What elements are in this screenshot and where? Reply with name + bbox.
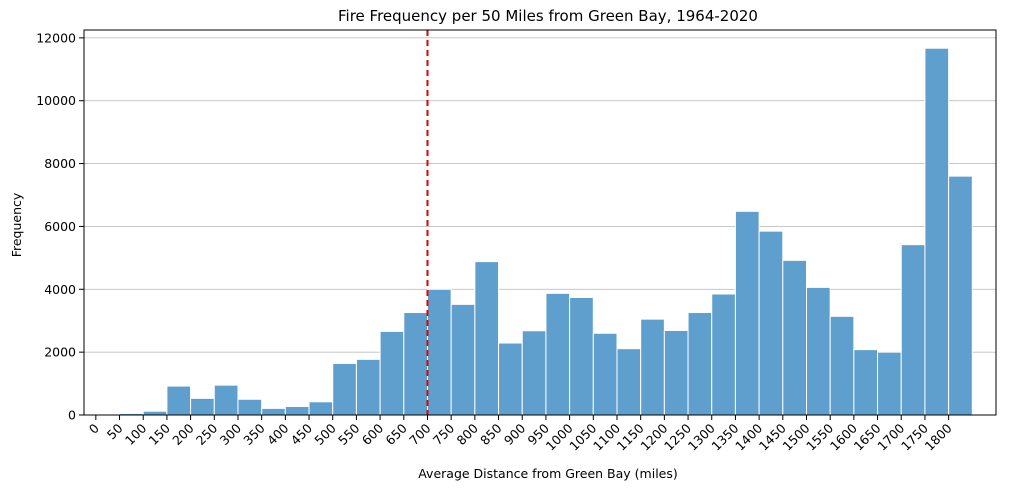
histogram-bar [521, 330, 547, 416]
x-tick-label: 350 [240, 420, 268, 448]
histogram-bars [119, 47, 973, 416]
x-tick-label: 300 [217, 420, 245, 448]
histogram-bar [332, 362, 357, 416]
histogram-bar [734, 210, 760, 416]
y-tick-label: 4000 [44, 282, 76, 297]
histogram-bar [403, 312, 428, 416]
x-tick-label: 450 [288, 420, 316, 448]
x-tick-label: 0 [86, 420, 102, 436]
x-tick-label: 1800 [922, 420, 955, 453]
histogram-bar [379, 330, 405, 416]
histogram-bar [237, 398, 263, 416]
x-tick-label: 500 [311, 420, 339, 448]
histogram-bar [805, 286, 831, 416]
gridlines [84, 37, 996, 353]
y-tick-label: 8000 [44, 156, 76, 171]
histogram-bar [308, 401, 334, 416]
y-axis-label: Frequency [9, 192, 24, 257]
x-tick-label: 800 [454, 420, 482, 448]
x-tick-label: 650 [382, 420, 410, 448]
x-tick-label: 600 [359, 420, 387, 448]
histogram-bar [924, 47, 950, 416]
histogram-bar [142, 410, 168, 416]
histogram-bar [640, 318, 665, 416]
histogram-bar [758, 230, 784, 416]
histogram-bar [948, 175, 973, 416]
histogram-bar [877, 351, 902, 416]
histogram-bar [711, 293, 736, 416]
histogram-bar [900, 244, 926, 416]
x-tick-label: 100 [122, 420, 150, 448]
histogram-bar [213, 384, 239, 416]
histogram-bar [569, 296, 594, 416]
histogram-bar [687, 312, 713, 416]
histogram-bar [261, 407, 286, 416]
histogram-bar [166, 385, 192, 416]
y-tick-label: 2000 [44, 345, 76, 360]
histogram-bar [592, 332, 618, 416]
x-tick-label: 250 [193, 420, 221, 448]
y-tick-label: 6000 [44, 219, 76, 234]
histogram-bar [829, 315, 855, 416]
x-tick-label: 700 [406, 420, 434, 448]
histogram-bar [190, 397, 215, 416]
histogram-bar [545, 292, 571, 416]
x-axis-ticks: 0 501001502002503003504004505005506006507… [86, 415, 955, 454]
x-axis-label: Average Distance from Green Bay (miles) [418, 466, 678, 481]
y-axis-ticks: 0 2000 4000 6000 8000 10000 12000 [36, 30, 84, 423]
histogram-bar [663, 329, 689, 416]
y-tick-label: 12000 [36, 30, 76, 45]
x-tick-label: 400 [264, 420, 292, 448]
histogram-bar [426, 288, 452, 416]
x-tick-label: 550 [335, 420, 363, 448]
histogram-bar [782, 259, 807, 416]
x-tick-label: 850 [477, 420, 505, 448]
plot-frame [83, 29, 997, 416]
histogram-bar [355, 358, 381, 416]
histogram-bar [474, 261, 500, 416]
histogram-bar [450, 303, 476, 416]
x-tick-label: 150 [146, 420, 174, 448]
histogram-bar [616, 348, 642, 416]
histogram-bar [853, 349, 879, 416]
x-tick-label: 200 [169, 420, 197, 448]
chart-title: Fire Frequency per 50 Miles from Green B… [338, 7, 758, 25]
y-tick-label: 10000 [36, 93, 76, 108]
histogram-bar [498, 342, 523, 416]
histogram-bar [284, 406, 310, 416]
y-tick-label: 0 [68, 408, 76, 423]
x-tick-label: 750 [430, 420, 458, 448]
x-tick-label: 900 [501, 420, 529, 448]
